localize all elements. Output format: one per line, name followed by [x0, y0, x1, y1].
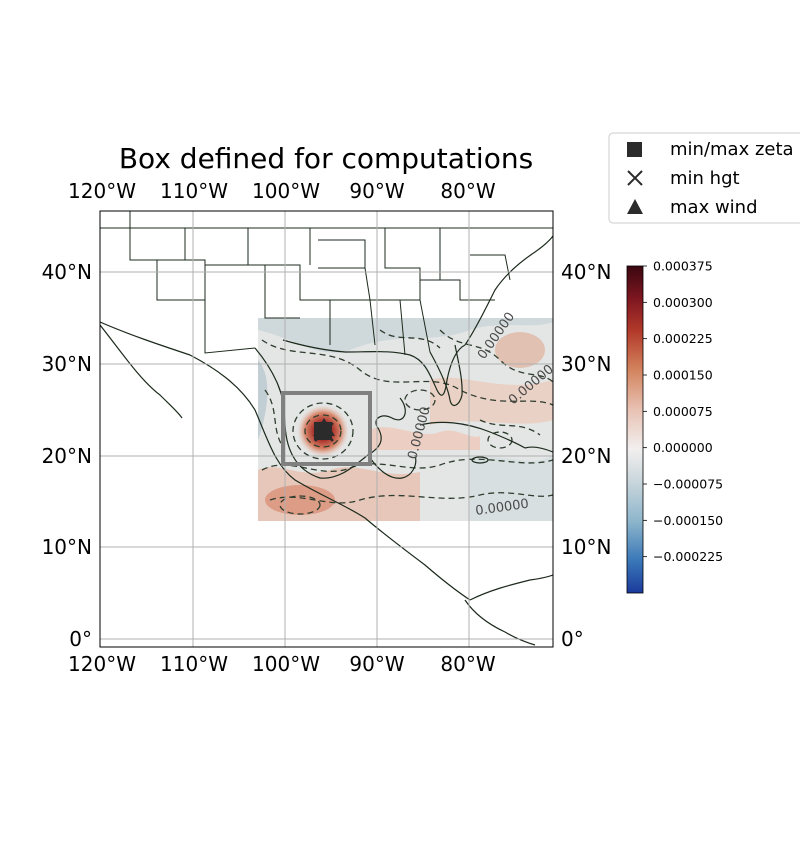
colorbar-gradient [626, 265, 644, 594]
square-icon [627, 142, 642, 157]
lon-tick-label: 80°W [440, 652, 495, 676]
legend-label: min/max zeta [670, 139, 794, 160]
colorbar-tick-label: 0.000000 [653, 440, 713, 455]
coastlines [100, 235, 553, 646]
colorbar-tick-label: 0.000075 [653, 404, 713, 419]
lon-tick-label: 100°W [252, 652, 320, 676]
lon-tick-label: 120°W [68, 652, 136, 676]
legend-label: min hgt [670, 168, 740, 189]
lat-tick-label: 10°N [42, 535, 92, 559]
lon-tick-label: 90°W [349, 179, 404, 203]
map-panel: 0.00000 0.00000 0.00000 0.00000 [99, 210, 554, 648]
map-frame [99, 210, 554, 648]
colorbar-tick-label: 0.000225 [653, 331, 713, 346]
colorbar-tick-label: 0.000375 [653, 259, 713, 274]
lat-tick-label: 20°N [561, 444, 611, 468]
lat-tick-label: 40°N [42, 260, 92, 284]
lon-tick-label: 100°W [252, 179, 320, 203]
contour-label: 0.00000 [474, 497, 529, 519]
colorbar-tick-label: 0.000150 [653, 368, 713, 383]
lat-tick-label: 0° [561, 627, 584, 651]
lat-tick-label: 30°N [42, 352, 92, 376]
lat-tick-label: 30°N [561, 352, 611, 376]
lat-tick-label: 0° [69, 627, 92, 651]
lat-tick-label: 20°N [42, 444, 92, 468]
zeta-contours [261, 329, 553, 515]
left-latitude-ticks: 40°N 30°N 20°N 10°N 0° [42, 260, 92, 651]
triangle-icon [627, 199, 643, 214]
storm-markers [313, 418, 335, 442]
lon-tick-label: 80°W [440, 179, 495, 203]
lon-tick-label: 90°W [349, 652, 404, 676]
vorticity-field [258, 318, 553, 521]
colorbar-tick-label: −0.000150 [653, 513, 723, 528]
lon-tick-label: 110°W [160, 652, 228, 676]
lat-tick-label: 40°N [561, 260, 611, 284]
colorbar-ticks: 0.000375 0.000300 0.000225 0.000150 0.000075… [643, 259, 723, 564]
colorbar-tick-label: −0.000075 [653, 477, 723, 492]
lat-tick-label: 10°N [561, 535, 611, 559]
map-title: Box defined for computations [119, 142, 533, 175]
colorbar-tick-label: 0.000300 [653, 295, 713, 310]
lon-tick-label: 110°W [160, 179, 228, 203]
max-wind-marker [313, 418, 335, 436]
legend: min/max zeta min hgt max wind [608, 132, 800, 224]
computation-box [281, 391, 372, 466]
right-latitude-ticks: 40°N 30°N 20°N 10°N 0° [561, 260, 611, 651]
political-borders [100, 211, 553, 356]
top-longitude-ticks: 120°W 110°W 100°W 90°W 80°W [68, 179, 496, 203]
legend-label: max wind [670, 197, 758, 218]
colorbar: 0.000375 0.000300 0.000225 0.000150 0.000075… [626, 259, 723, 594]
colorbar-tick-label: −0.000225 [653, 549, 723, 564]
lon-tick-label: 120°W [68, 179, 136, 203]
bottom-longitude-ticks: 120°W 110°W 100°W 90°W 80°W [68, 652, 496, 676]
legend-box [608, 132, 800, 224]
x-icon [627, 170, 643, 186]
